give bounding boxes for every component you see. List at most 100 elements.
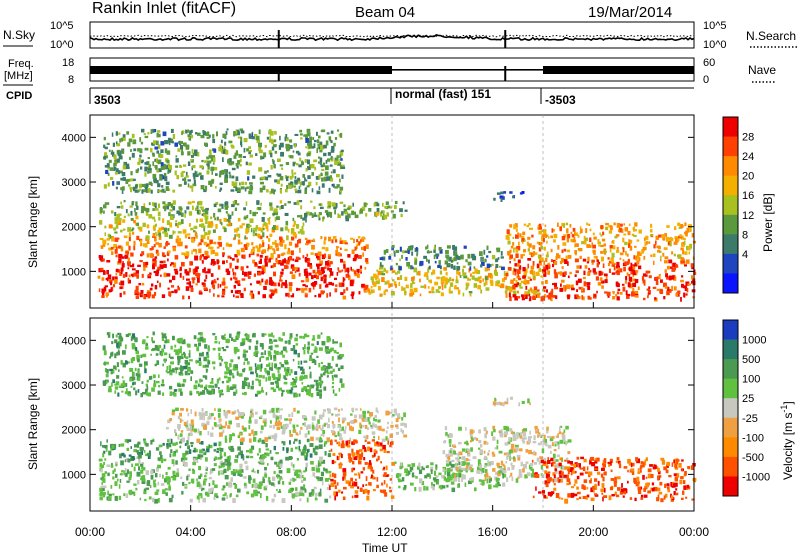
cell-b7 xyxy=(566,249,570,253)
cell-b0 xyxy=(110,287,113,293)
cell-b5 xyxy=(399,266,402,271)
cell-b6 xyxy=(627,293,631,296)
cell-b4 xyxy=(474,277,479,282)
cell-b2 xyxy=(331,413,334,416)
cell-b0 xyxy=(239,466,242,471)
cell-b6 xyxy=(590,478,592,481)
cell-b1 xyxy=(213,241,217,245)
cell-b0 xyxy=(133,466,136,472)
cell-b0 xyxy=(343,260,346,266)
cell-b5 xyxy=(529,430,531,435)
cell-b0 xyxy=(101,473,106,478)
cell-b0 xyxy=(256,484,261,489)
cell-b0 xyxy=(182,295,185,300)
cell-b1 xyxy=(158,236,162,240)
cell-b9 xyxy=(153,129,157,133)
cell-b9 xyxy=(304,179,308,182)
cell-b0 xyxy=(222,277,226,283)
cell-b2 xyxy=(337,425,341,428)
cell-b2 xyxy=(243,427,247,432)
cell-b6 xyxy=(676,473,680,478)
cell-b2 xyxy=(249,413,253,417)
cell-b2 xyxy=(296,410,300,414)
cell-b9 xyxy=(319,149,323,153)
cell-b0 xyxy=(117,261,122,265)
cell-b9 xyxy=(306,128,311,133)
cell-b4 xyxy=(444,277,448,281)
cell-b9 xyxy=(305,134,308,140)
cell-b0 xyxy=(309,263,312,266)
cell-b2 xyxy=(222,429,225,433)
cell-b4 xyxy=(383,290,386,296)
cell-b9 xyxy=(167,170,170,174)
cell-b3 xyxy=(210,216,213,220)
cell-b7 xyxy=(616,250,620,253)
cell-b6 xyxy=(524,294,528,299)
cell-b6 xyxy=(626,294,630,299)
cell-b0 xyxy=(156,269,160,274)
cell-b0 xyxy=(318,271,323,276)
cell-b9 xyxy=(142,189,147,193)
cell-b3 xyxy=(103,204,107,209)
cell-b9 xyxy=(151,142,155,146)
cell-b3 xyxy=(151,202,154,206)
cell-b6 xyxy=(666,483,670,487)
cell-b9 xyxy=(314,139,317,143)
cell-b2 xyxy=(228,217,231,223)
cell-b6 xyxy=(505,273,509,277)
cell-b7 xyxy=(543,246,546,251)
cell-b6 xyxy=(607,295,610,298)
cell-b3 xyxy=(382,210,385,213)
cell-b6 xyxy=(666,276,669,280)
cell-b0 xyxy=(299,498,302,502)
cell-b0 xyxy=(203,287,208,291)
cell-b2 xyxy=(154,223,157,227)
cell-b1 xyxy=(166,241,169,244)
cell-b3 xyxy=(333,206,337,210)
cell-b0 xyxy=(198,291,203,295)
cell-b6 xyxy=(682,480,686,484)
cell-b4 xyxy=(449,282,454,287)
cell-b3 xyxy=(116,206,121,209)
cell-b0 xyxy=(170,262,174,265)
cell-b3 xyxy=(351,481,355,484)
cell-b7 xyxy=(612,240,615,244)
cell-b0 xyxy=(278,470,283,474)
cell-b5 xyxy=(399,246,402,252)
cell-b9 xyxy=(119,138,122,143)
cell-b1 xyxy=(291,236,295,241)
cell-b7 xyxy=(583,235,586,240)
cell-b1 xyxy=(193,249,197,252)
cell-b0 xyxy=(151,294,155,299)
cell-b9 xyxy=(166,150,171,155)
cell-b8 xyxy=(129,367,134,372)
cell-b2 xyxy=(201,423,205,427)
cell-b4 xyxy=(422,467,425,471)
cell-b0 xyxy=(110,281,112,286)
cell-b3 xyxy=(148,202,151,206)
cell-b0 xyxy=(292,293,295,297)
cell-b4 xyxy=(373,281,377,287)
cell-b9 xyxy=(332,183,335,188)
cell-b0 xyxy=(190,288,194,292)
cell-b3 xyxy=(338,464,342,469)
cell-b1 xyxy=(166,251,170,257)
cell-b7 xyxy=(689,227,692,233)
cell-b6 xyxy=(677,290,681,294)
cell-b2 xyxy=(373,417,375,422)
cell-b4 xyxy=(428,291,432,294)
cell-b3 xyxy=(336,441,339,445)
cell-b5 xyxy=(487,452,490,455)
cell-b9 xyxy=(185,175,189,178)
cell-b0 xyxy=(127,261,129,264)
cell-b0 xyxy=(159,473,161,478)
cell-b9 xyxy=(181,147,183,153)
cell-b8 xyxy=(153,347,158,351)
cell-b2 xyxy=(321,424,324,430)
cell-b0 xyxy=(360,271,362,274)
cell-b8 xyxy=(305,389,308,393)
cell-b5 xyxy=(446,463,450,467)
cell-b2 xyxy=(262,420,266,424)
cell-b4 xyxy=(371,278,374,283)
cell-b0 xyxy=(340,258,344,263)
